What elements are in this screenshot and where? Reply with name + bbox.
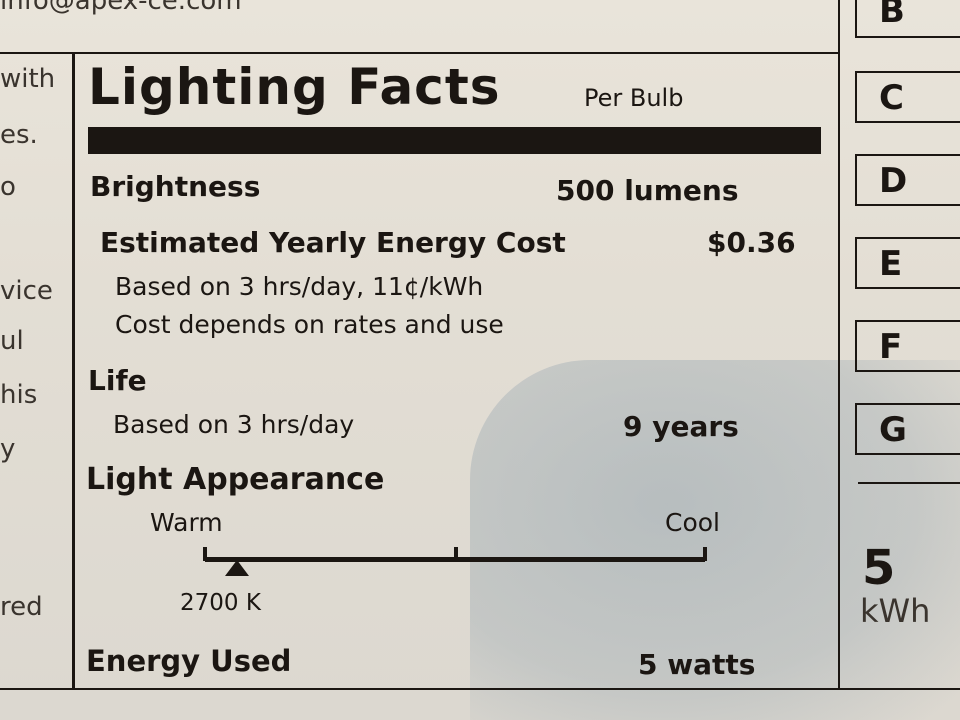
energy-side-unit: kWh [860, 592, 931, 630]
left-fragment: es. [0, 120, 38, 150]
brightness-label: Brightness [90, 170, 261, 203]
triangle-marker-icon [225, 560, 249, 576]
left-fragment: red [0, 592, 43, 622]
cool-label: Cool [665, 508, 720, 537]
divider [858, 482, 960, 484]
left-fragment: his [0, 380, 38, 410]
rating-letter: C [855, 71, 960, 123]
left-fragment: y [0, 434, 16, 464]
title-rule [88, 127, 821, 154]
divider [0, 52, 72, 54]
label-title: Lighting Facts [88, 58, 501, 116]
brightness-value: 500 lumens [556, 174, 739, 207]
scale-tick [454, 547, 458, 561]
label-subtitle: Per Bulb [584, 84, 684, 112]
cost-label: Estimated Yearly Energy Cost [100, 226, 566, 259]
life-value: 9 years [623, 410, 739, 443]
contact-email: info@apex-ce.com [0, 0, 242, 16]
lighting-facts-label [72, 52, 838, 688]
cost-note: Cost depends on rates and use [115, 310, 504, 339]
rating-letter: E [855, 237, 960, 289]
energy-value: 5 watts [638, 648, 756, 681]
life-label: Life [88, 364, 147, 397]
left-fragment: vice [0, 276, 53, 306]
cost-note: Based on 3 hrs/day, 11¢/kWh [115, 272, 484, 301]
rating-letter: F [855, 320, 960, 372]
left-fragment: ul [0, 326, 24, 356]
divider [0, 688, 960, 690]
scale-tick [203, 547, 207, 561]
left-fragment: with [0, 64, 56, 94]
cost-value: $0.36 [707, 226, 796, 259]
rating-letter: G [855, 403, 960, 455]
rating-letter: D [855, 154, 960, 206]
rating-letter: B [855, 0, 960, 38]
scale-tick [703, 547, 707, 561]
left-fragment: o [0, 172, 16, 202]
divider [838, 0, 840, 690]
life-note: Based on 3 hrs/day [113, 410, 355, 439]
energy-label: Energy Used [86, 644, 292, 678]
color-temperature-value: 2700 K [180, 590, 261, 616]
warm-label: Warm [150, 508, 223, 537]
appearance-label: Light Appearance [86, 462, 385, 497]
energy-side-value: 5 [862, 540, 896, 596]
